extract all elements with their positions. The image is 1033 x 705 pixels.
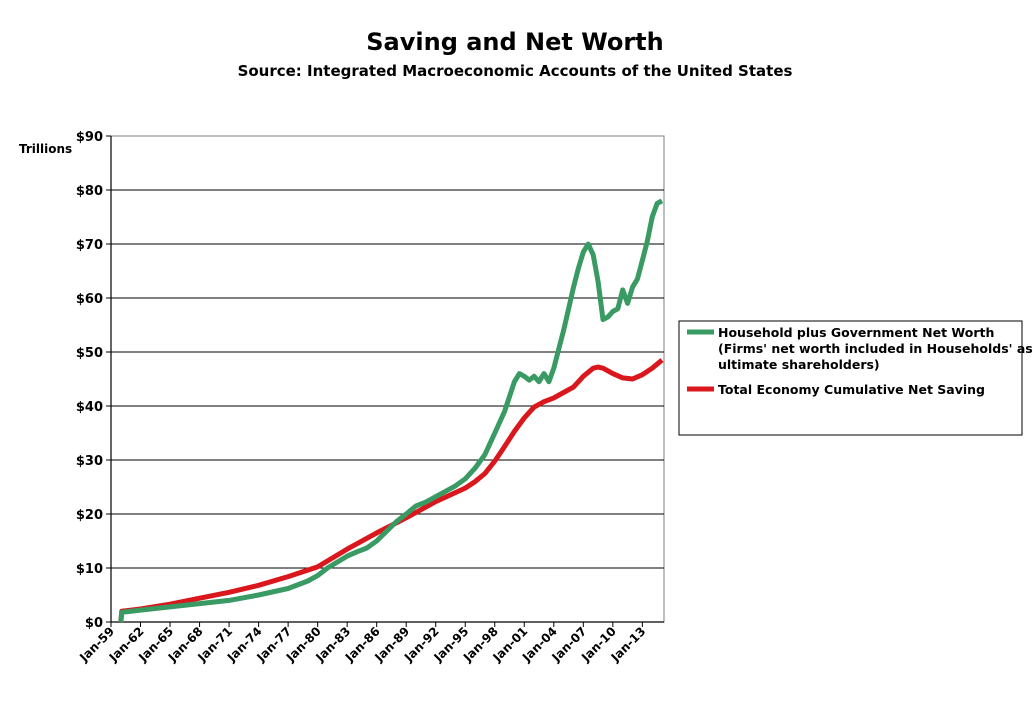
legend-label-net-worth: Household plus Government Net Worth [718, 325, 994, 340]
y-tick-label: $10 [76, 562, 103, 577]
y-tick-label: $90 [76, 130, 103, 145]
y-axis-ticks: $0 $10 $20 $30 $40 $50 $60 $70 $80 $90 [76, 130, 111, 631]
y-axis-unit-label: Trillions [19, 142, 72, 156]
x-axis-ticks: Jan-59Jan-62Jan-65Jan-68Jan-71Jan-74Jan-… [76, 622, 648, 665]
y-tick-label: $40 [76, 400, 103, 415]
series-lines [118, 198, 664, 623]
y-tick-label: $70 [76, 238, 103, 253]
legend-box [678, 320, 1023, 436]
y-tick-label: $20 [76, 508, 103, 523]
chart-title: Saving and Net Worth [366, 28, 663, 56]
plot-area [110, 135, 665, 623]
series-line-cumulative-net-saving [118, 358, 664, 623]
legend-label-net-saving: Total Economy Cumulative Net Saving [718, 382, 985, 397]
y-tick-label: $80 [76, 184, 103, 199]
chart-subtitle: Source: Integrated Macroeconomic Account… [238, 62, 793, 80]
y-tick-label: $30 [76, 454, 103, 469]
y-tick-label: $60 [76, 292, 103, 307]
y-tick-label: $0 [85, 616, 103, 631]
y-tick-label: $50 [76, 346, 103, 361]
legend-label-net-worth-line2: (Firms' net worth included in Households… [718, 341, 1033, 356]
legend-label-net-worth-line3: ultimate shareholders) [718, 357, 880, 372]
legend: Household plus Government Net Worth (Fir… [678, 320, 1033, 436]
series-line-household-government-net-worth [118, 198, 664, 623]
